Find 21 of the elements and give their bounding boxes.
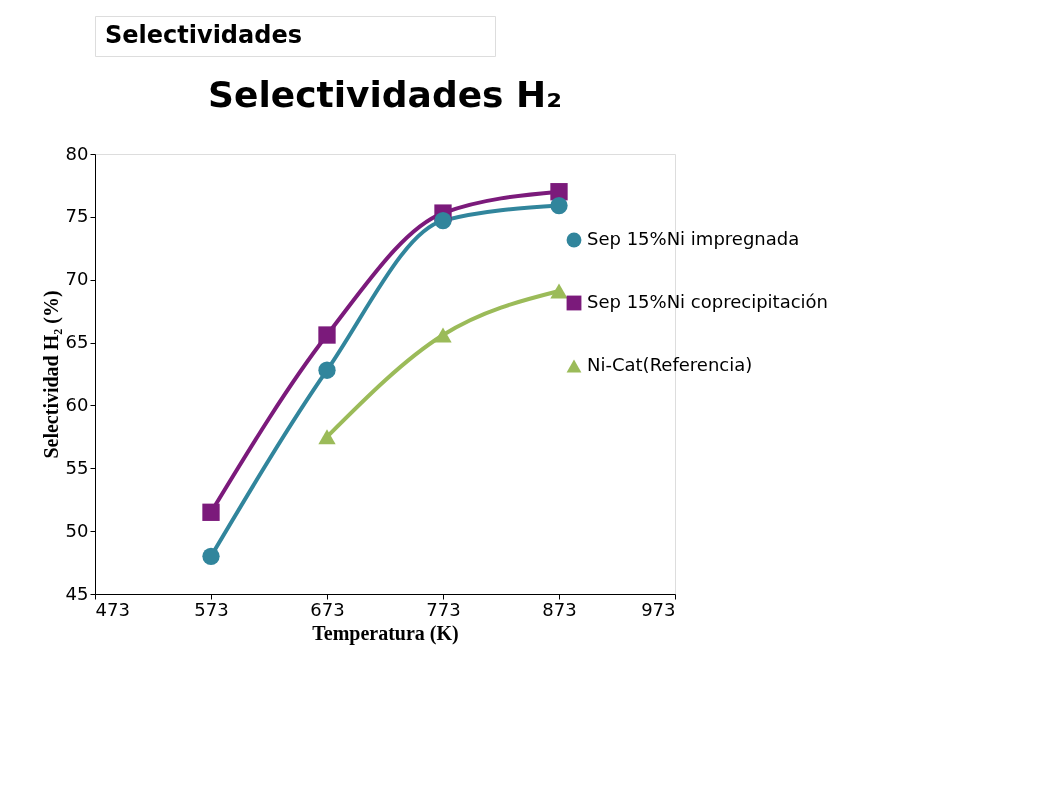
x-tick-label: 773 bbox=[426, 598, 461, 620]
legend-label: Sep 15%Ni impregnada bbox=[587, 228, 800, 249]
y-tick-label: 50 bbox=[65, 519, 89, 541]
y-axis-title: Selectividad H₂ (%) bbox=[39, 290, 63, 459]
y-tick-label: 60 bbox=[65, 393, 89, 415]
y-tick-label: 75 bbox=[65, 205, 89, 227]
y-tick-label: 55 bbox=[65, 456, 89, 478]
y-tick-label: 65 bbox=[65, 331, 89, 353]
y-tick-label: 45 bbox=[65, 582, 89, 604]
x-tick-label: 573 bbox=[194, 598, 229, 620]
x-tick-label: 473 bbox=[95, 598, 130, 620]
legend-label: Ni-Cat(Referencia) bbox=[587, 354, 753, 375]
x-tick-label: 973 bbox=[641, 598, 676, 620]
legend-label: Sep 15%Ni coprecipitación bbox=[587, 291, 828, 312]
x-axis-title: Temperatura (K) bbox=[312, 621, 459, 645]
x-tick-label: 673 bbox=[310, 598, 345, 620]
text: Selectividades bbox=[105, 21, 302, 49]
x-tick-label: 873 bbox=[542, 598, 577, 620]
chart-title: Selectividades H₂ bbox=[208, 74, 562, 115]
y-tick-label: 70 bbox=[65, 268, 89, 290]
y-tick-label: 80 bbox=[65, 142, 89, 164]
